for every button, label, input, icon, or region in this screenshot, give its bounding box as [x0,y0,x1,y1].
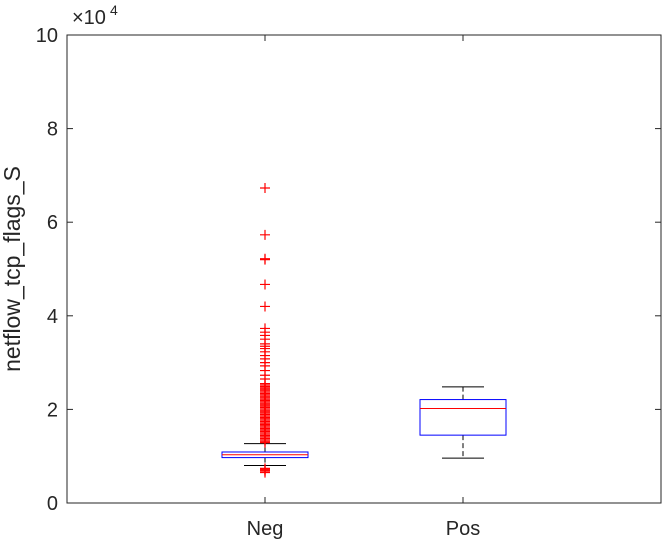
x-tick-label: Pos [446,518,480,540]
y-tick-label: 8 [47,119,58,141]
iqr-box [419,399,507,436]
outlier-point [260,279,270,290]
x-tick-label: Neg [247,518,284,540]
y-tick-label: 0 [47,493,58,515]
y-axis: 0 2 4 6 8 10 [36,25,661,515]
exponent-label: ×10 4 [72,2,118,29]
x-axis: Neg Pos [247,35,480,540]
boxes [221,183,507,478]
box-neg [221,183,309,478]
outlier-point [260,463,270,474]
plot-area [66,34,662,504]
y-axis-label: netflow_tcp_flags_S [0,166,25,372]
outlier-point [260,229,270,240]
y-tick-label: 6 [47,212,58,234]
y-tick-label: 10 [36,25,58,47]
y-tick-label: 2 [47,399,58,421]
box-pos [419,386,507,459]
outlier-point [260,323,270,334]
exponent-base: ×10 [72,7,106,29]
outlier-point [260,301,270,312]
y-tick-label: 4 [47,306,58,328]
exponent-power: 4 [110,2,118,18]
outlier-point [260,253,270,264]
outlier-point [260,183,270,194]
